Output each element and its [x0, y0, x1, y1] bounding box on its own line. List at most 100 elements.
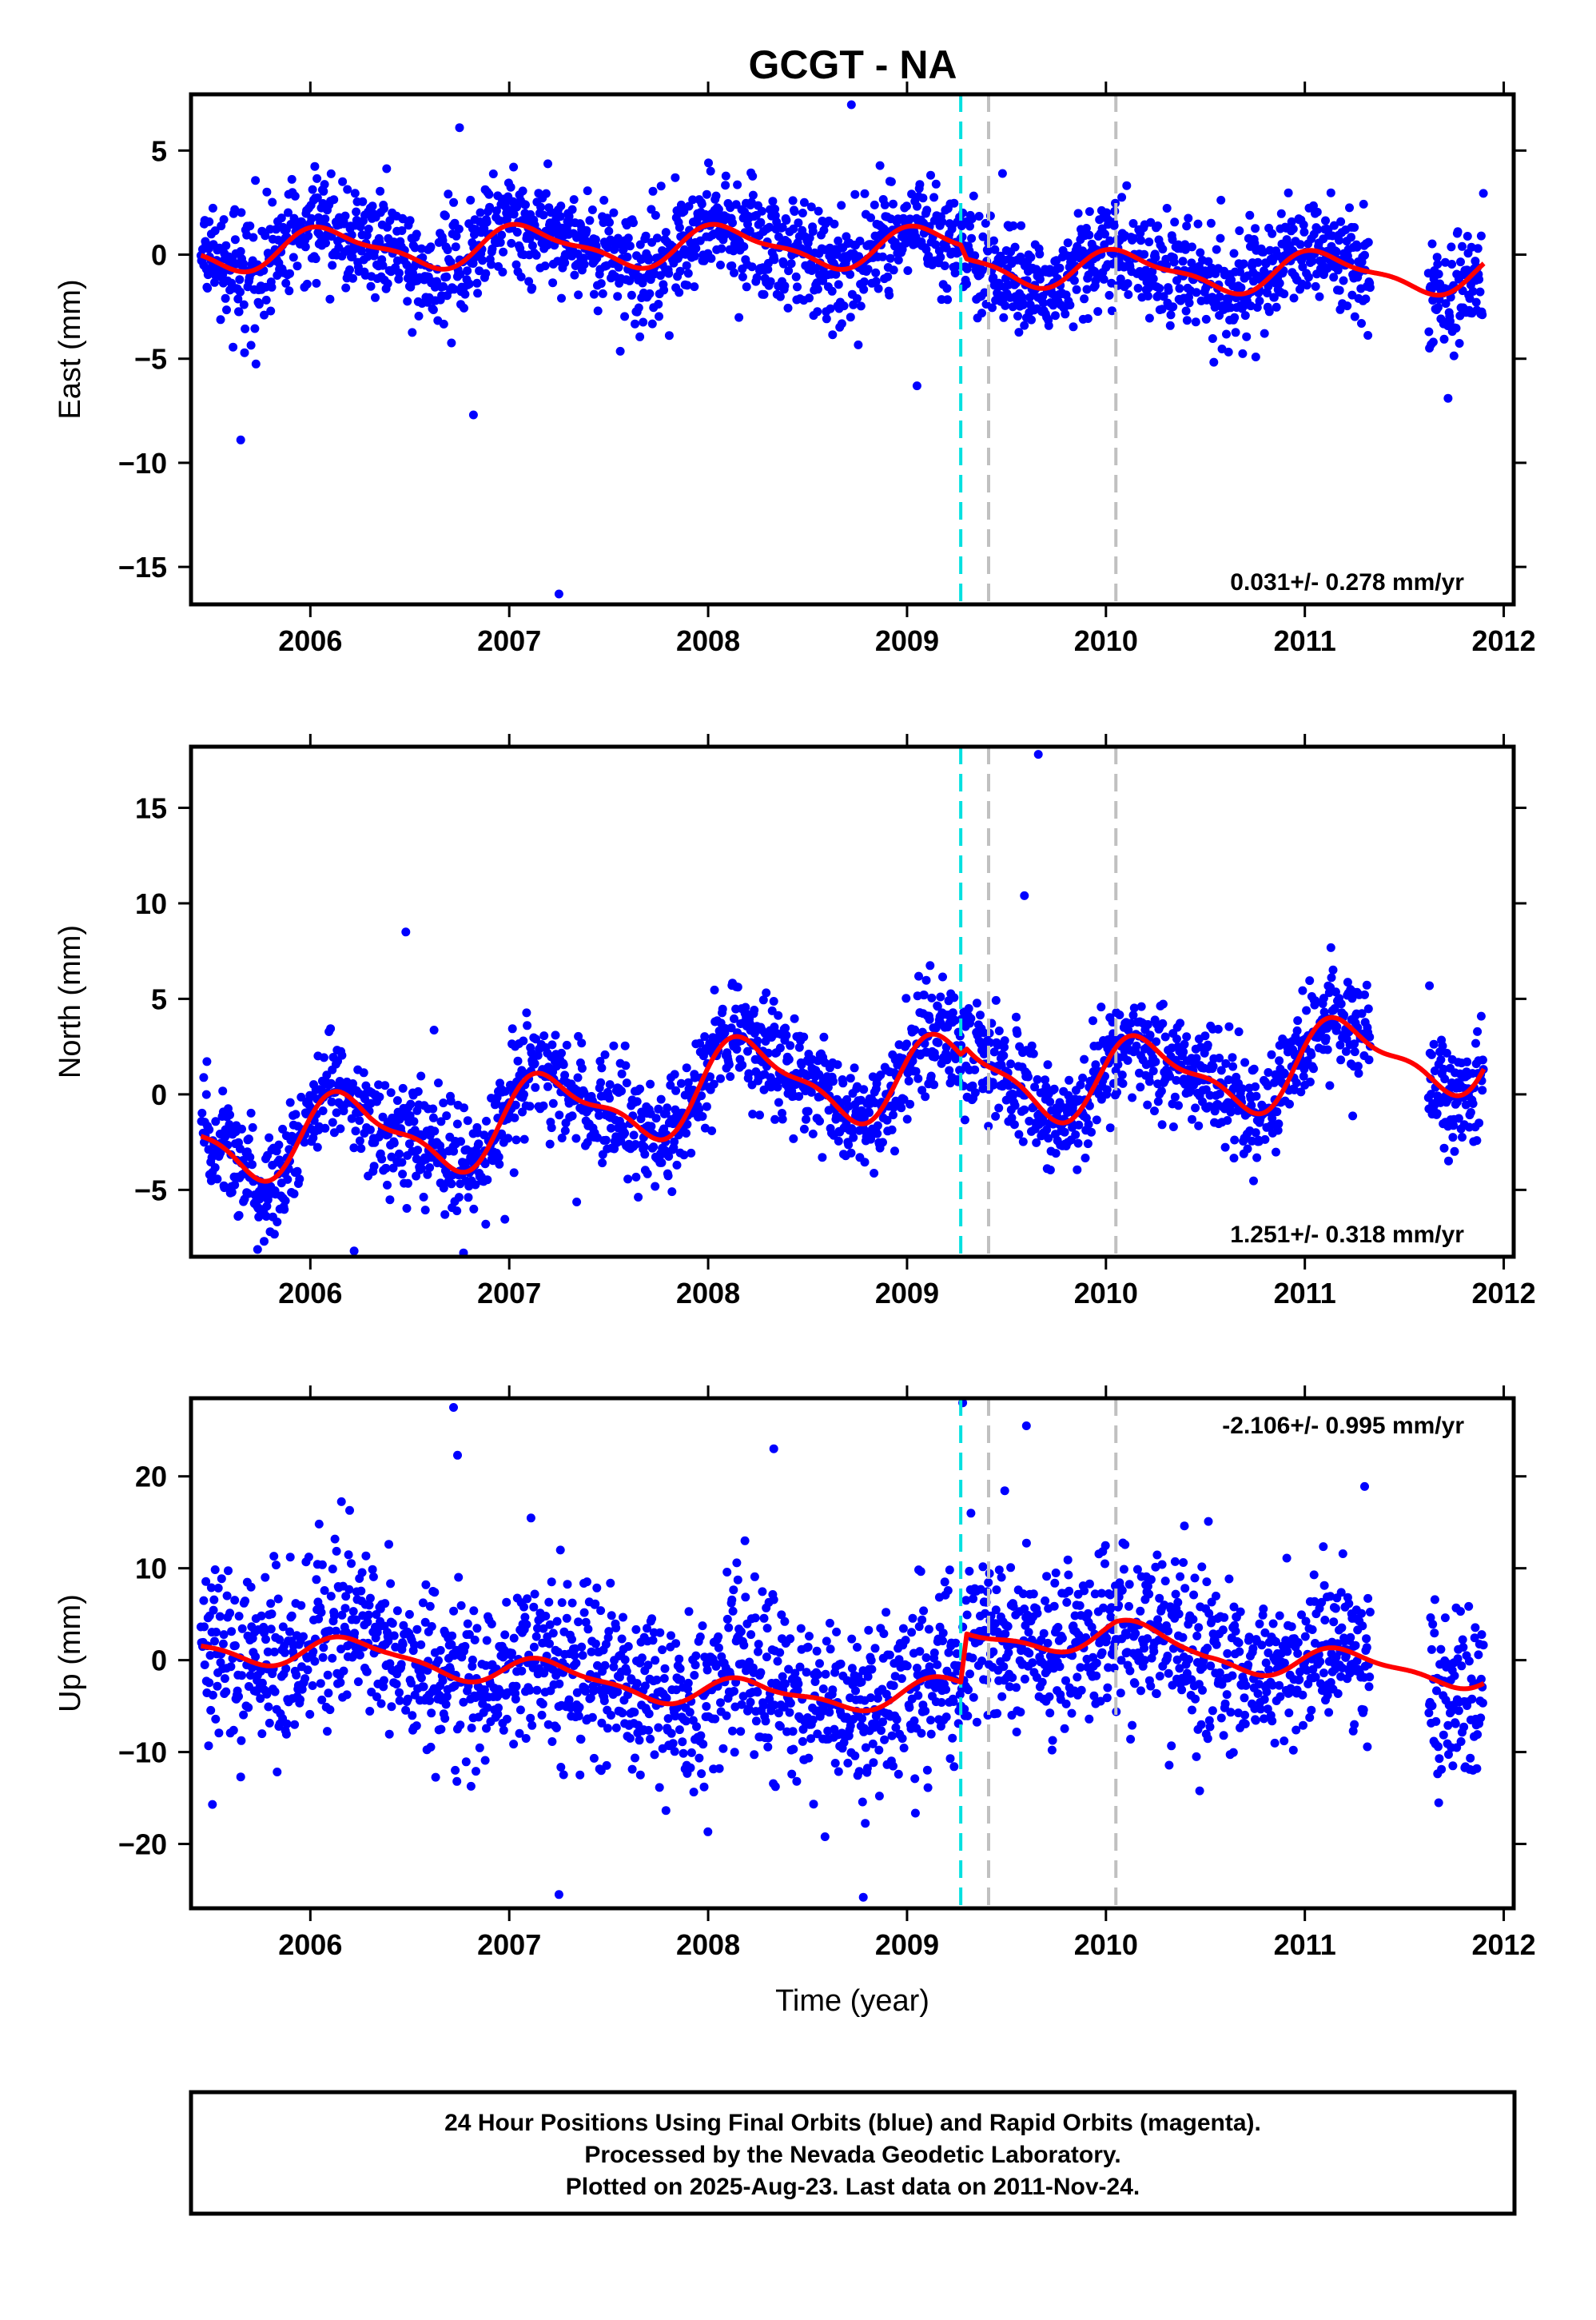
outlier-point [455, 123, 464, 133]
data-point [599, 1696, 609, 1705]
data-point [1363, 237, 1373, 247]
data-point [813, 285, 822, 294]
data-point [718, 1004, 727, 1014]
data-point [511, 1135, 521, 1145]
data-point [1479, 189, 1488, 198]
data-point [854, 340, 863, 349]
data-point [323, 1670, 332, 1680]
data-point [265, 1718, 274, 1728]
data-point [1249, 1064, 1259, 1074]
data-point [239, 1710, 249, 1720]
data-point [850, 1063, 859, 1073]
data-point [880, 200, 890, 209]
data-point [775, 1043, 785, 1053]
data-point [726, 1072, 735, 1082]
data-point [1430, 1066, 1439, 1075]
data-point [1129, 233, 1139, 243]
data-point [902, 1039, 911, 1049]
data-point [1208, 1062, 1218, 1071]
data-point [1148, 1066, 1158, 1076]
data-point [789, 1134, 798, 1143]
data-point [543, 159, 552, 169]
data-point [559, 1060, 568, 1070]
data-point [227, 1187, 237, 1197]
data-point [758, 995, 768, 1005]
data-point [521, 200, 530, 209]
data-point [499, 247, 508, 257]
data-point [769, 997, 778, 1006]
data-point [629, 218, 638, 228]
data-point [870, 200, 879, 209]
data-point [664, 269, 674, 278]
data-point [799, 1032, 809, 1042]
data-point [602, 1760, 611, 1770]
data-point [229, 342, 238, 352]
data-point [989, 236, 998, 245]
data-point [1010, 1101, 1020, 1110]
data-point [984, 1122, 993, 1131]
data-point [557, 1598, 567, 1608]
plot-frame [189, 92, 1516, 607]
data-point [300, 1138, 309, 1147]
data-point [913, 201, 921, 211]
outlier-point [846, 100, 856, 110]
data-point [241, 1596, 250, 1606]
data-point [327, 1097, 336, 1106]
data-point [746, 197, 756, 207]
data-point [606, 1578, 615, 1588]
data-point [1187, 258, 1196, 268]
data-point [280, 1205, 289, 1214]
data-point [567, 205, 577, 214]
data-point [683, 1078, 693, 1087]
data-point [672, 1160, 682, 1170]
data-point [1082, 285, 1092, 294]
data-point [860, 189, 870, 198]
data-point [547, 1040, 557, 1050]
data-point [355, 1650, 364, 1660]
data-point [328, 1653, 337, 1663]
data-point [290, 1720, 300, 1729]
data-point [617, 1634, 627, 1644]
data-point [1136, 1002, 1146, 1011]
data-point [873, 1121, 882, 1130]
data-point [420, 1206, 430, 1215]
data-point [319, 1053, 328, 1062]
data-point [849, 1133, 858, 1142]
data-point [1272, 1107, 1282, 1117]
data-point [623, 253, 632, 261]
data-point [350, 1628, 360, 1638]
data-point [1085, 230, 1094, 240]
data-point [555, 212, 565, 221]
data-point [1193, 219, 1203, 229]
data-point [220, 1674, 229, 1684]
data-point [983, 246, 993, 256]
data-point [1350, 312, 1359, 321]
data-point [1305, 976, 1315, 986]
data-point [221, 293, 230, 303]
data-point [683, 269, 693, 278]
data-point [933, 1038, 943, 1047]
data-point [503, 1134, 513, 1143]
data-point [1264, 1068, 1273, 1077]
data-point [208, 203, 217, 213]
data-point [387, 1702, 396, 1712]
data-point [724, 1060, 734, 1070]
data-point [1143, 1100, 1152, 1110]
data-point [416, 244, 426, 253]
data-point [359, 1068, 368, 1078]
data-point [886, 177, 896, 186]
data-point [343, 185, 352, 194]
data-point [1182, 316, 1192, 325]
data-point [1280, 289, 1289, 299]
data-point [1200, 1031, 1210, 1041]
outlier-point [468, 410, 478, 420]
data-point [314, 1519, 324, 1529]
data-point [618, 1708, 627, 1718]
data-point [337, 1050, 347, 1060]
data-point [1224, 1022, 1234, 1031]
data-point [1160, 1032, 1170, 1042]
data-point [805, 233, 814, 243]
data-point [1235, 226, 1244, 236]
data-point [527, 283, 537, 293]
data-point [251, 1652, 261, 1661]
